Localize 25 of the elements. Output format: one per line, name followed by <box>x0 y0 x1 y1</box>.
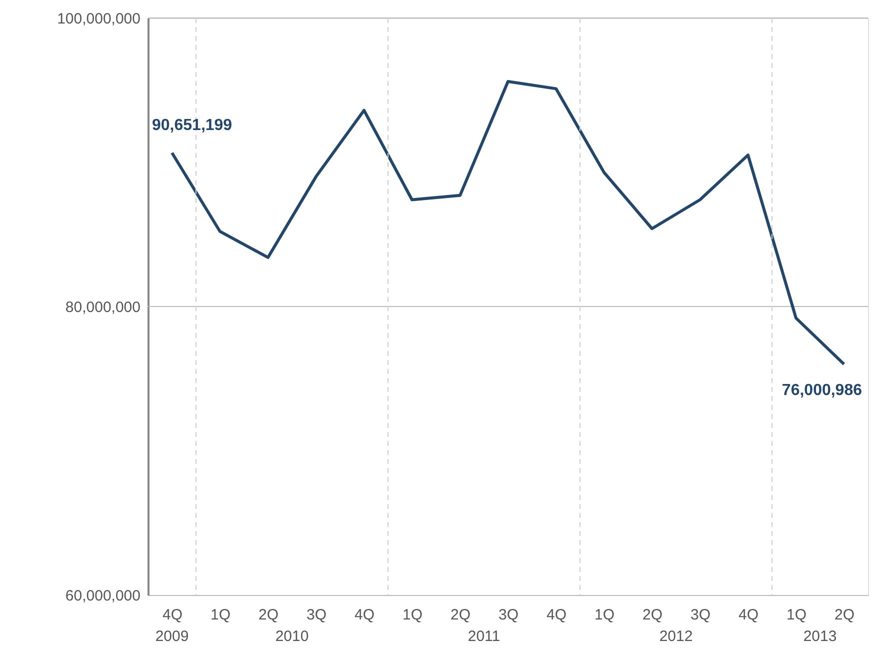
x-tick-label: 2Q <box>834 606 855 624</box>
y-tick-label: 100,000,000 <box>57 10 140 28</box>
x-tick-label: 2Q <box>258 606 279 624</box>
data-label: 76,000,986 <box>782 382 862 400</box>
x-tick-label: 4Q <box>354 606 375 624</box>
x-tick-label: 3Q <box>498 606 519 624</box>
text: 2009 <box>155 628 189 645</box>
text: 2010 <box>275 628 309 645</box>
y-tick-label: 60,000,000 <box>65 588 140 604</box>
text: 2011 <box>468 628 500 645</box>
x-tick-label: 3Q <box>306 606 327 624</box>
text: 2012 <box>659 628 693 645</box>
y-tick-label: 80,000,000 <box>65 299 140 316</box>
x-tick-label: 1Q <box>786 606 807 624</box>
text: 2013 <box>803 628 837 645</box>
x-tick-label: 1Q <box>594 606 615 624</box>
data-label: 90,651,199 <box>152 116 232 134</box>
x-tick-label: 4Q <box>546 606 567 624</box>
x-tick-label: 1Q <box>402 606 423 624</box>
x-tick-label: 1Q <box>210 606 231 624</box>
x-tick-label: 2Q <box>642 606 663 624</box>
x-tick-label: 3Q <box>690 606 711 624</box>
x-tick-label: 4Q <box>738 606 759 624</box>
x-tick-label: 4Q <box>162 606 183 624</box>
x-tick-label: 2Q <box>450 606 471 624</box>
